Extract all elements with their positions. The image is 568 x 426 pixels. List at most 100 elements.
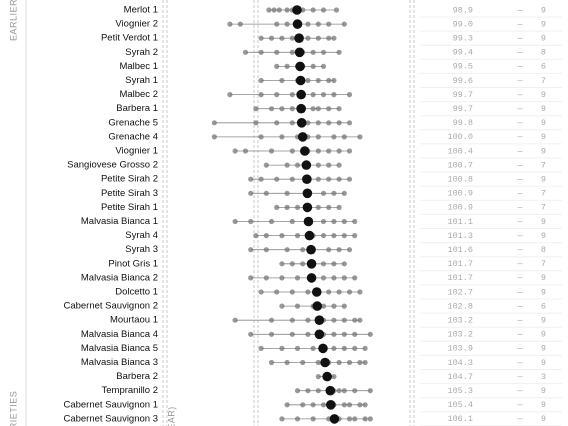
point — [310, 49, 316, 55]
point — [315, 148, 321, 154]
point — [279, 416, 285, 422]
mean-dot — [292, 5, 302, 15]
point — [336, 359, 342, 366]
mean-dot — [325, 385, 336, 396]
separator: — — [516, 259, 523, 269]
point — [331, 35, 337, 41]
count-label: 8 — [541, 245, 546, 255]
point — [232, 148, 238, 154]
mean-dot — [329, 414, 340, 424]
mean-dot — [302, 202, 313, 213]
point — [263, 162, 269, 168]
point — [279, 77, 285, 84]
separator: — — [516, 203, 523, 213]
point — [326, 204, 332, 210]
point — [346, 247, 353, 253]
point — [357, 134, 363, 140]
row-label: Barbera 1 — [116, 103, 158, 114]
mean-label: 100.8 — [447, 174, 473, 184]
point — [346, 176, 353, 182]
point — [305, 289, 311, 295]
point — [284, 402, 290, 408]
mean-dot — [312, 301, 323, 311]
row-label: Syrah 4 — [125, 230, 158, 241]
point — [248, 218, 254, 225]
point — [263, 247, 269, 253]
mean-label: 99.6 — [453, 76, 473, 86]
mean-dot — [292, 19, 303, 29]
point — [315, 374, 321, 380]
point — [242, 49, 249, 55]
point — [331, 233, 337, 239]
point — [346, 92, 353, 98]
count-label: 9 — [541, 330, 546, 340]
point — [357, 317, 363, 323]
point — [315, 120, 321, 126]
point — [253, 233, 259, 239]
row-label: Malbec 2 — [119, 89, 158, 100]
count-label: 7 — [541, 76, 546, 86]
point — [315, 106, 321, 112]
count-label: 9 — [541, 90, 546, 100]
count-label: 9 — [541, 19, 546, 29]
point — [331, 317, 337, 323]
separator: — — [516, 273, 523, 283]
row-label: Petite Sirah 3 — [101, 188, 158, 199]
point — [305, 120, 311, 126]
row-label: Sangiovese Grosso 2 — [67, 160, 158, 171]
point — [274, 63, 280, 69]
point — [268, 331, 275, 337]
point — [300, 359, 306, 366]
count-label: 6 — [541, 62, 546, 72]
point — [289, 289, 295, 295]
row-label: Malvasia Bianca 2 — [81, 272, 158, 283]
point — [268, 148, 275, 154]
point — [310, 416, 316, 422]
point — [279, 345, 285, 351]
point — [276, 7, 282, 13]
point — [294, 275, 301, 281]
point — [284, 21, 290, 27]
point — [326, 120, 332, 126]
point — [320, 49, 327, 55]
mean-dot — [302, 188, 313, 199]
point — [294, 162, 301, 168]
row-label: Mourtaou 1 — [110, 315, 158, 326]
mean-dot — [294, 47, 305, 58]
point — [331, 134, 337, 140]
mean-dot — [296, 89, 306, 100]
point — [263, 233, 269, 239]
point — [294, 204, 301, 210]
mean-label: 101.7 — [447, 273, 473, 283]
mean-label: 99.5 — [453, 62, 473, 72]
point — [284, 7, 290, 13]
mean-label: 99.3 — [453, 33, 473, 43]
point — [341, 233, 347, 239]
point — [279, 106, 285, 112]
point — [289, 148, 295, 154]
row-label: Viognier 2 — [115, 19, 158, 30]
point — [266, 7, 272, 13]
mean-dot — [306, 273, 317, 283]
point — [294, 388, 301, 394]
point — [258, 35, 264, 41]
row-label: Malvasia Bianca 5 — [81, 343, 158, 354]
point — [294, 303, 301, 309]
point — [352, 218, 358, 225]
mean-dot — [296, 103, 306, 114]
point — [289, 317, 295, 323]
point — [341, 345, 347, 351]
mean-dot — [326, 400, 336, 410]
row-label: Tempranillo 2 — [102, 385, 159, 396]
point — [248, 275, 254, 281]
point — [331, 345, 337, 351]
mean-label: 99.4 — [453, 48, 473, 58]
row-label: Grenache 5 — [108, 117, 158, 128]
point — [263, 190, 269, 196]
row-label: Malvasia Bianca 4 — [81, 329, 158, 340]
count-label: 9 — [541, 273, 546, 283]
point — [310, 402, 316, 408]
point — [274, 176, 280, 182]
point — [279, 35, 285, 41]
